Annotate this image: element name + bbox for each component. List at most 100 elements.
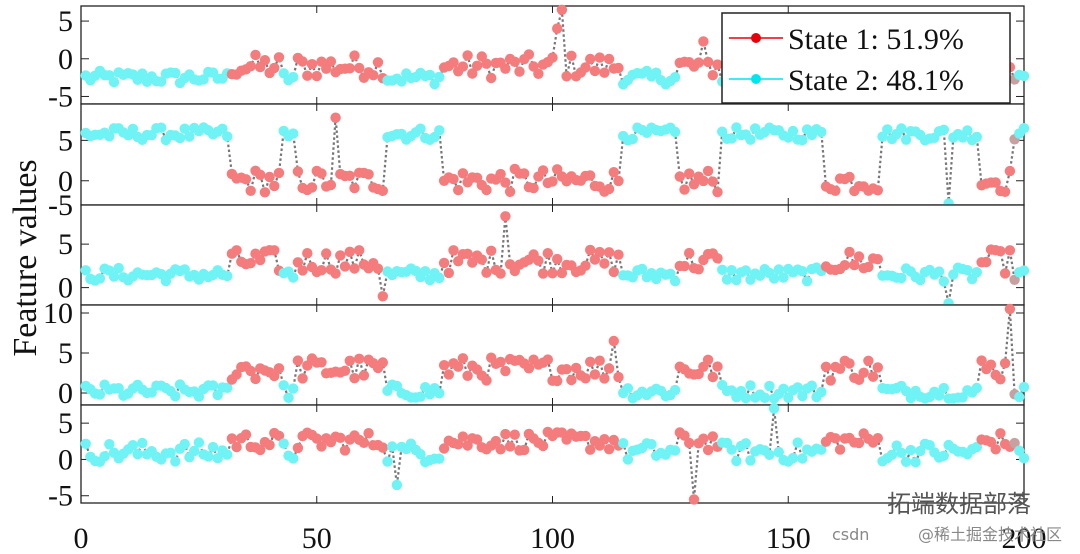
data-point-state-2 [717, 264, 728, 275]
data-point-state-1 [566, 50, 577, 61]
data-point-state-2 [132, 448, 143, 460]
data-point-state-2 [113, 383, 124, 394]
data-point-state-1 [368, 70, 379, 81]
data-point-state-1 [872, 362, 883, 373]
data-point-state-2 [962, 265, 973, 276]
data-point-state-2 [896, 447, 907, 458]
data-point-state-1 [561, 71, 572, 82]
data-point-state-2 [104, 131, 115, 142]
data-point-state-2 [669, 72, 681, 83]
data-point-state-1 [269, 370, 280, 382]
data-point-state-1 [1004, 165, 1016, 177]
data-point-state-1 [335, 432, 346, 443]
data-point-state-1 [707, 70, 718, 81]
data-point-state-2 [971, 131, 982, 143]
data-point-state-1 [448, 245, 459, 256]
data-point-state-1 [603, 444, 615, 455]
data-point-state-1 [830, 185, 841, 196]
data-point-state-2 [184, 131, 195, 142]
data-point-state-2 [415, 449, 426, 460]
data-point-state-2 [669, 384, 681, 396]
data-point-state-2 [618, 438, 629, 449]
data-point-state-1 [273, 52, 285, 63]
data-point-state-2 [731, 274, 742, 286]
data-point-state-1 [358, 370, 370, 381]
data-point-state-2 [212, 389, 223, 401]
data-point-state-2 [198, 74, 209, 85]
data-point-state-2 [160, 275, 172, 287]
data-point-state-1 [556, 267, 568, 279]
data-point-state-2 [797, 390, 808, 402]
subplot-feature-2: 05 [58, 103, 1030, 209]
data-point-state-1 [684, 247, 695, 259]
data-point-state-1 [457, 168, 469, 179]
data-point-state-2 [434, 125, 445, 136]
data-point-state-1 [707, 176, 718, 187]
data-point-state-2 [127, 123, 139, 135]
data-point-state-2 [391, 479, 403, 491]
x-tick-label: 0 [74, 522, 89, 554]
data-point-state-1 [462, 370, 473, 381]
data-point-state-1 [585, 244, 596, 256]
data-point-state-1 [698, 175, 709, 187]
data-point-state-1 [339, 365, 351, 376]
data-point-state-1 [589, 254, 601, 265]
x-tick-label: 200 [1002, 522, 1047, 554]
data-point-state-2 [669, 445, 681, 456]
data-point-state-1 [495, 444, 506, 455]
data-point-state-1 [552, 375, 563, 387]
data-point-state-1 [316, 357, 327, 368]
data-point-state-1 [306, 58, 318, 70]
data-point-state-1 [302, 248, 313, 259]
data-point-state-2 [900, 134, 912, 145]
data-point-state-1 [580, 373, 591, 384]
data-point-state-1 [255, 444, 266, 456]
data-point-state-2 [1018, 381, 1030, 393]
data-point-state-2 [1014, 391, 1025, 403]
data-point-state-2 [669, 276, 681, 287]
subplot-feature-3: 0 5 -5 [48, 189, 1030, 309]
data-point-state-1 [580, 260, 591, 271]
y-axis-label: Feature values [7, 159, 44, 356]
data-point-state-2 [415, 391, 426, 402]
data-point-state-1 [853, 437, 865, 449]
data-point-state-1 [448, 57, 459, 68]
data-point-state-1 [872, 254, 883, 265]
data-point-state-1 [603, 183, 615, 195]
data-point-state-1 [547, 52, 558, 63]
data-point-state-1 [297, 265, 308, 276]
y-tick-label: 0 [58, 43, 73, 76]
data-point-state-2 [207, 380, 219, 391]
data-point-state-1 [481, 58, 492, 69]
data-point-state-2 [217, 123, 228, 134]
data-point-state-1 [674, 171, 685, 182]
data-point-state-1 [844, 358, 855, 369]
data-point-state-1 [354, 245, 365, 256]
data-point-state-1 [500, 211, 511, 222]
data-point-state-1 [250, 49, 261, 61]
data-point-state-1 [467, 68, 478, 79]
data-point-state-1 [844, 171, 855, 183]
data-point-state-2 [113, 262, 124, 274]
y-tick-label-top: -5 [48, 189, 73, 222]
data-point-state-1 [585, 53, 596, 65]
data-point-state-1 [462, 248, 473, 259]
data-point-state-1 [834, 363, 846, 374]
data-point-state-1 [255, 169, 266, 180]
data-point-state-1 [990, 444, 1001, 455]
data-point-state-2 [222, 131, 233, 142]
data-point-state-1 [599, 434, 610, 445]
data-point-state-1 [533, 68, 544, 80]
data-point-state-2 [1018, 123, 1030, 134]
data-point-state-1 [358, 437, 370, 448]
data-point-state-1 [372, 57, 384, 68]
data-point-state-1 [453, 439, 464, 450]
data-point-state-1 [344, 63, 355, 74]
data-point-state-2 [938, 276, 949, 287]
data-point-state-1 [438, 257, 450, 269]
y-tick-label: 0 [58, 377, 73, 410]
data-point-state-1 [537, 165, 549, 176]
data-point-state-2 [278, 380, 289, 391]
data-point-state-1 [471, 60, 483, 71]
data-point-state-1 [457, 353, 469, 364]
